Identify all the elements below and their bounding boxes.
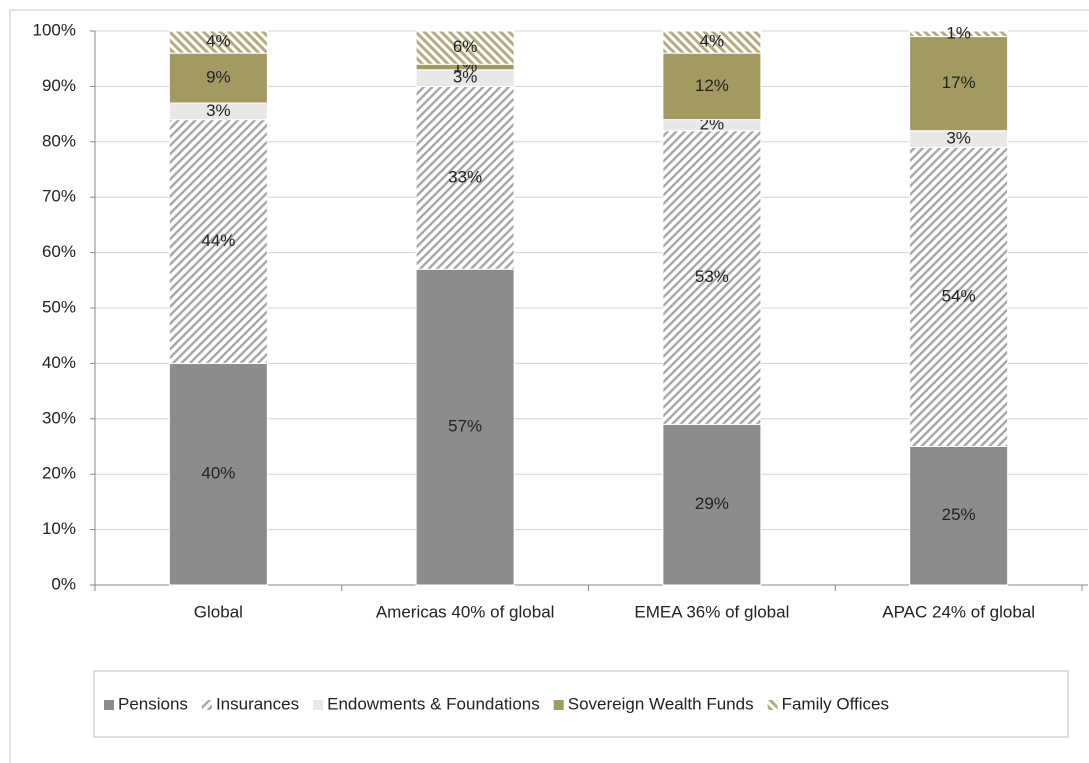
bar-segment xyxy=(662,52,762,121)
bar-segment xyxy=(168,52,268,104)
data-label: 40% xyxy=(201,464,235,483)
legend-swatch xyxy=(201,700,212,710)
bar-segment xyxy=(662,130,762,425)
legend-swatch xyxy=(767,700,778,710)
data-label: 29% xyxy=(695,494,729,513)
legend-label: Insurances xyxy=(216,694,299,713)
data-label: 3% xyxy=(946,129,971,148)
y-tick-label: 0% xyxy=(51,574,76,593)
data-label: 25% xyxy=(942,505,976,524)
bar-segment xyxy=(415,85,515,270)
y-tick-label: 100% xyxy=(33,20,76,39)
legend-label: Family Offices xyxy=(782,694,889,713)
data-label: 57% xyxy=(448,417,482,436)
y-tick-label: 40% xyxy=(42,353,76,372)
y-tick-label: 50% xyxy=(42,297,76,316)
data-label: 3% xyxy=(453,68,478,87)
y-tick-label: 90% xyxy=(42,76,76,95)
y-tick-label: 20% xyxy=(42,464,76,483)
data-label: 44% xyxy=(201,231,235,250)
y-tick-label: 70% xyxy=(42,187,76,206)
x-tick-label: APAC 24% of global xyxy=(882,602,1035,621)
data-label: 12% xyxy=(695,76,729,95)
x-tick-label: Americas 40% of global xyxy=(376,602,555,621)
bar-segment xyxy=(909,30,1009,38)
bar-segment xyxy=(415,268,515,586)
bar-segment xyxy=(662,423,762,586)
data-label: 4% xyxy=(700,32,725,51)
bar-segment xyxy=(415,30,515,65)
y-tick-label: 30% xyxy=(42,408,76,427)
bar-segment xyxy=(909,36,1009,132)
data-label: 3% xyxy=(206,101,231,120)
legend-label: Pensions xyxy=(118,694,188,713)
bar-segment xyxy=(662,30,762,54)
legend-swatch xyxy=(104,700,114,710)
y-tick-label: 80% xyxy=(42,131,76,150)
chart-frame xyxy=(9,9,1089,763)
data-label: 6% xyxy=(453,37,478,56)
data-label: 53% xyxy=(695,267,729,286)
legend-label: Sovereign Wealth Funds xyxy=(568,694,754,713)
data-label: 4% xyxy=(206,32,231,51)
legend-label: Endowments & Foundations xyxy=(327,694,540,713)
y-tick-label: 60% xyxy=(42,242,76,261)
bar-segment xyxy=(909,146,1009,447)
data-label: 9% xyxy=(206,68,231,87)
y-tick-label: 10% xyxy=(42,519,76,538)
bar-segment xyxy=(168,30,268,54)
x-tick-label: EMEA 36% of global xyxy=(634,602,789,621)
data-label: 33% xyxy=(448,167,482,186)
legend-swatch xyxy=(553,700,564,710)
x-tick-label: Global xyxy=(194,602,243,621)
legend-box xyxy=(93,670,1069,738)
data-label: 54% xyxy=(942,286,976,305)
bar-segment xyxy=(909,446,1009,586)
legend-swatch xyxy=(313,700,324,710)
data-label: 17% xyxy=(942,73,976,92)
data-label: 1% xyxy=(946,23,971,42)
bar-segment xyxy=(168,119,268,364)
